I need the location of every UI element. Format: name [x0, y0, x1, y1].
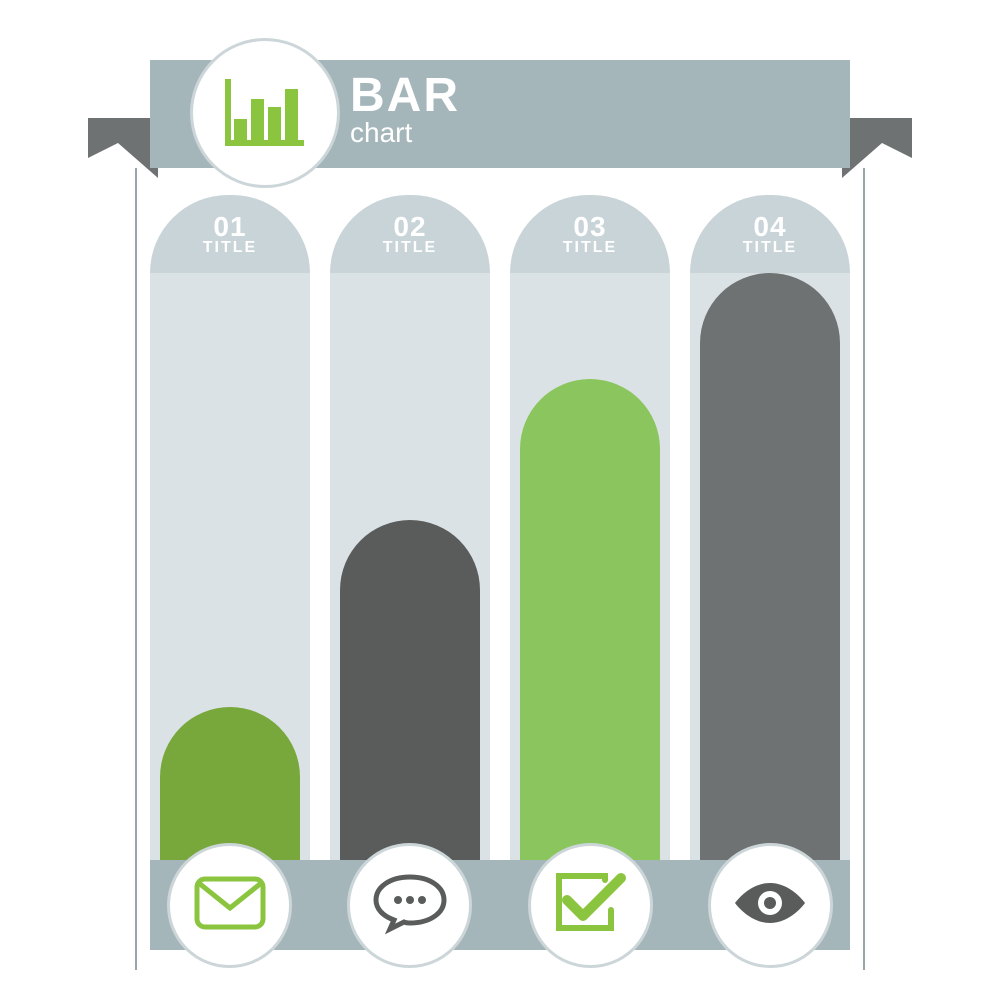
- footer-icons: [150, 840, 850, 970]
- column-label: TITLE: [150, 239, 310, 257]
- chat-icon: [370, 871, 450, 940]
- column-number: 01: [150, 213, 310, 241]
- column-track-02: [330, 273, 490, 860]
- column-04: 04 TITLE: [690, 195, 850, 860]
- eye-icon: [727, 877, 813, 934]
- footer-icon-circle-03: [528, 843, 653, 968]
- side-line-left: [135, 168, 137, 970]
- column-01: 01 TITLE: [150, 195, 310, 860]
- header-subtitle: chart: [350, 118, 460, 149]
- bar-02: [340, 520, 480, 860]
- column-03: 03 TITLE: [510, 195, 670, 860]
- column-cap-03: 03 TITLE: [510, 195, 670, 273]
- chart-columns: 01 TITLE 02 TITLE 03 TITLE: [150, 195, 850, 860]
- footer-icon-circle-01: [167, 843, 292, 968]
- header-title: BAR: [350, 72, 460, 120]
- header-logo-circle: [190, 38, 340, 188]
- infographic-canvas: BAR chart 01 TITLE: [0, 0, 1000, 1000]
- column-number: 02: [330, 213, 490, 241]
- bar-chart-icon: [220, 71, 310, 156]
- column-02: 02 TITLE: [330, 195, 490, 860]
- column-label: TITLE: [690, 239, 850, 257]
- column-cap-02: 02 TITLE: [330, 195, 490, 273]
- bar-03: [520, 379, 660, 860]
- column-cap-04: 04 TITLE: [690, 195, 850, 273]
- bar-04: [700, 273, 840, 860]
- column-number: 03: [510, 213, 670, 241]
- column-track-01: [150, 273, 310, 860]
- banner-ribbon-left: [88, 118, 158, 178]
- side-line-right: [863, 168, 865, 970]
- column-cap-01: 01 TITLE: [150, 195, 310, 273]
- column-label: TITLE: [510, 239, 670, 257]
- banner-ribbon-right: [842, 118, 912, 178]
- check-icon: [553, 870, 627, 941]
- column-track-03: [510, 273, 670, 860]
- column-track-04: [690, 273, 850, 860]
- bar-01: [160, 707, 300, 860]
- footer-icon-circle-04: [708, 843, 833, 968]
- mail-icon: [194, 876, 266, 935]
- column-label: TITLE: [330, 239, 490, 257]
- footer-icon-circle-02: [347, 843, 472, 968]
- column-number: 04: [690, 213, 850, 241]
